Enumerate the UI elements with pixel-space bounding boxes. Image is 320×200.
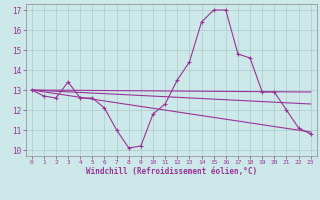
- X-axis label: Windchill (Refroidissement éolien,°C): Windchill (Refroidissement éolien,°C): [86, 167, 257, 176]
